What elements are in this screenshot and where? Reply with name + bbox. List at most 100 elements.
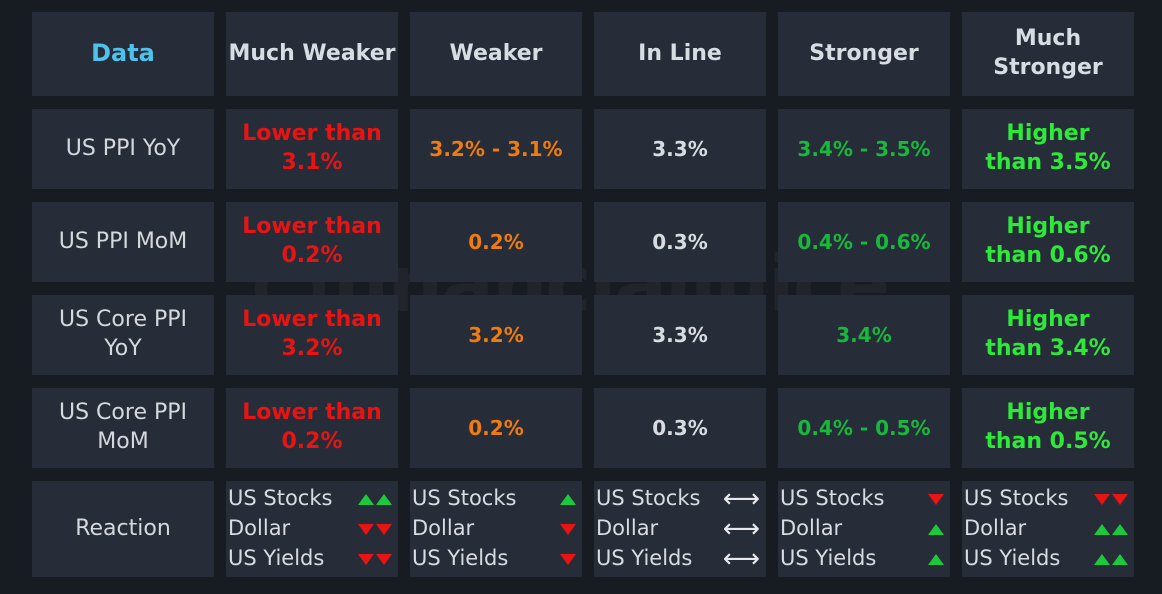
reaction-much-weaker: US Stocks Dollar US Yields [226, 481, 398, 577]
row-label-us-ppi-yoy: US PPI YoY [32, 109, 214, 189]
reaction-asset-label: US Stocks [780, 486, 885, 511]
reaction-asset-label: US Stocks [412, 486, 517, 511]
neutral-arrow-icon: ⟷ [723, 546, 760, 572]
cell-stronger: 0.4% - 0.5% [778, 388, 950, 468]
down-triangle-icon [358, 523, 374, 535]
neutral-arrow-icon: ⟷ [723, 486, 760, 512]
reaction-much-stronger: US Stocks Dollar US Yields [962, 481, 1134, 577]
up-triangle-icon [1112, 553, 1128, 565]
up-triangle-icon [928, 553, 944, 565]
row-label-us-core-ppi-yoy: US Core PPI YoY [32, 295, 214, 375]
reaction-row: US Yields [412, 544, 576, 574]
header-in-line: In Line [594, 12, 766, 96]
reaction-asset-label: US Yields [596, 546, 693, 571]
down-triangle-icon [928, 493, 944, 505]
reaction-row: US Stocks [228, 484, 392, 514]
cell-in-line: 0.3% [594, 202, 766, 282]
up-triangle-icon [1094, 523, 1110, 535]
up-triangle-icon [928, 523, 944, 535]
cell-much-stronger: Higher than 0.5% [962, 388, 1134, 468]
reaction-row: US Stocks [412, 484, 576, 514]
up-triangle-icon [1112, 523, 1128, 535]
cell-stronger: 3.4% - 3.5% [778, 109, 950, 189]
up-triangle-icon [376, 493, 392, 505]
up-triangle-icon [560, 493, 576, 505]
down-triangle-icon [376, 523, 392, 535]
reaction-weaker: US Stocks Dollar US Yields [410, 481, 582, 577]
reaction-row: US Yields [228, 544, 392, 574]
left-right-arrow-icon: ⟷ [722, 544, 760, 574]
reaction-stronger: US Stocks Dollar US Yields [778, 481, 950, 577]
header-stronger: Stronger [778, 12, 950, 96]
row-label-us-core-ppi-mom: US Core PPI MoM [32, 388, 214, 468]
reaction-row: Dollar [964, 514, 1128, 544]
down-triangle-icon [560, 523, 576, 535]
reaction-row: Dollar [228, 514, 392, 544]
up-triangle-icon [358, 493, 392, 505]
ppi-expectations-table: Data Much Weaker Weaker In Line Stronger… [32, 12, 1134, 577]
down-triangle-icon [928, 493, 944, 505]
neutral-arrow-icon: ⟷ [723, 516, 760, 542]
reaction-row: US Stocks ⟷ [596, 484, 760, 514]
reaction-row: Dollar ⟷ [596, 514, 760, 544]
down-triangle-icon [1094, 493, 1110, 505]
cell-in-line: 3.3% [594, 295, 766, 375]
header-weaker: Weaker [410, 12, 582, 96]
up-triangle-icon [928, 553, 944, 565]
reaction-asset-label: Dollar [596, 516, 659, 541]
reaction-row: US Stocks [964, 484, 1128, 514]
cell-much-weaker: Lower than 0.2% [226, 202, 398, 282]
reaction-row: US Yields [964, 544, 1128, 574]
header-much-stronger: Much Stronger [962, 12, 1134, 96]
down-triangle-icon [376, 553, 392, 565]
left-right-arrow-icon: ⟷ [722, 484, 760, 514]
up-triangle-icon [560, 493, 576, 505]
reaction-row: US Yields [780, 544, 944, 574]
up-triangle-icon [1094, 523, 1128, 535]
cell-weaker: 3.2% [410, 295, 582, 375]
down-triangle-icon [560, 523, 576, 535]
reaction-in-line: US Stocks ⟷ Dollar ⟷ US Yields ⟷ [594, 481, 766, 577]
reaction-asset-label: Dollar [228, 516, 291, 541]
up-triangle-icon [928, 523, 944, 535]
reaction-row: Dollar [780, 514, 944, 544]
left-right-arrow-icon: ⟷ [722, 514, 760, 544]
cell-much-stronger: Higher than 0.6% [962, 202, 1134, 282]
down-triangle-icon [358, 523, 392, 535]
cell-much-weaker: Lower than 3.2% [226, 295, 398, 375]
reaction-row: US Stocks [780, 484, 944, 514]
reaction-asset-label: Dollar [964, 516, 1027, 541]
cell-weaker: 0.2% [410, 388, 582, 468]
row-label-us-ppi-mom: US PPI MoM [32, 202, 214, 282]
down-triangle-icon [358, 553, 374, 565]
reaction-asset-label: US Yields [780, 546, 877, 571]
header-much-weaker: Much Weaker [226, 12, 398, 96]
reaction-asset-label: Dollar [780, 516, 843, 541]
reaction-asset-label: US Stocks [596, 486, 701, 511]
cell-much-weaker: Lower than 3.1% [226, 109, 398, 189]
up-triangle-icon [1094, 553, 1110, 565]
cell-much-weaker: Lower than 0.2% [226, 388, 398, 468]
down-triangle-icon [1094, 493, 1128, 505]
reaction-asset-label: US Yields [228, 546, 325, 571]
cell-weaker: 0.2% [410, 202, 582, 282]
reaction-asset-label: Dollar [412, 516, 475, 541]
cell-weaker: 3.2% - 3.1% [410, 109, 582, 189]
row-label-reaction: Reaction [32, 481, 214, 577]
down-triangle-icon [560, 553, 576, 565]
cell-much-stronger: Higher than 3.5% [962, 109, 1134, 189]
reaction-asset-label: US Yields [412, 546, 509, 571]
reaction-row: Dollar [412, 514, 576, 544]
down-triangle-icon [560, 553, 576, 565]
reaction-asset-label: US Stocks [228, 486, 333, 511]
cell-stronger: 0.4% - 0.6% [778, 202, 950, 282]
cell-stronger: 3.4% [778, 295, 950, 375]
up-triangle-icon [358, 493, 374, 505]
reaction-asset-label: US Stocks [964, 486, 1069, 511]
header-data: Data [32, 12, 214, 96]
down-triangle-icon [1112, 493, 1128, 505]
reaction-row: US Yields ⟷ [596, 544, 760, 574]
reaction-asset-label: US Yields [964, 546, 1061, 571]
cell-in-line: 0.3% [594, 388, 766, 468]
up-triangle-icon [1094, 553, 1128, 565]
